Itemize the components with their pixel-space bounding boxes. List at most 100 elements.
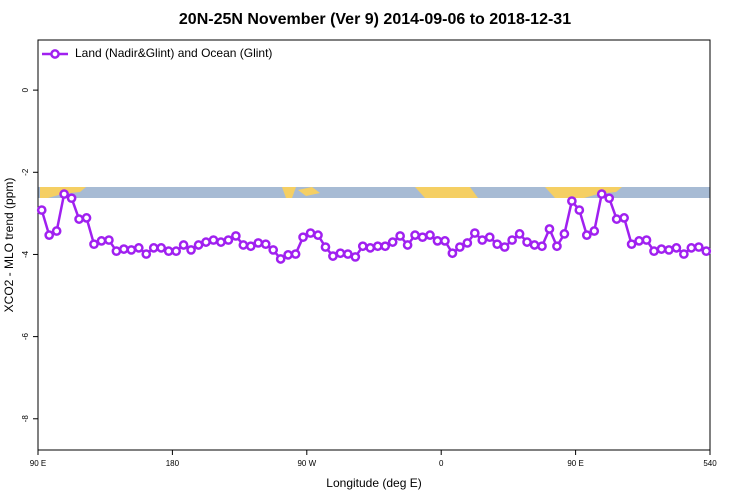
y-tick-label: -6 bbox=[21, 333, 30, 341]
data-point bbox=[499, 242, 510, 252]
y-tick-label: -2 bbox=[21, 168, 30, 176]
x-tick-label: 90 W bbox=[297, 459, 316, 468]
data-point bbox=[178, 240, 189, 250]
data-point bbox=[619, 213, 629, 223]
data-point bbox=[156, 243, 167, 253]
data-point bbox=[671, 243, 682, 253]
data-point bbox=[208, 235, 219, 245]
data-point bbox=[649, 246, 659, 257]
data-point bbox=[245, 241, 256, 252]
data-point bbox=[425, 230, 435, 240]
data-point bbox=[372, 241, 383, 252]
data-point bbox=[216, 237, 226, 247]
data-point bbox=[529, 240, 540, 250]
data-point bbox=[574, 205, 585, 215]
data-point bbox=[96, 236, 107, 246]
data-point bbox=[559, 229, 570, 239]
data-point bbox=[320, 242, 331, 252]
data-point bbox=[51, 226, 62, 236]
data-point bbox=[462, 238, 473, 248]
plot-frame bbox=[37, 39, 711, 451]
data-point bbox=[380, 241, 391, 252]
data-point bbox=[328, 251, 338, 261]
data-point bbox=[89, 239, 99, 250]
data-point bbox=[335, 248, 346, 259]
x-tick-label: 0 bbox=[439, 459, 444, 468]
data-point bbox=[701, 246, 712, 257]
map-strip bbox=[38, 187, 710, 198]
data-point bbox=[440, 236, 450, 246]
data-point bbox=[201, 237, 211, 247]
data-point bbox=[171, 246, 181, 257]
data-point bbox=[552, 241, 562, 252]
data-point bbox=[417, 232, 428, 243]
data-point bbox=[507, 235, 517, 245]
y-tick-label: -8 bbox=[21, 415, 30, 423]
data-point bbox=[567, 196, 577, 206]
legend-label: Land (Nadir&Glint) and Ocean (Glint) bbox=[75, 46, 272, 60]
legend-marker bbox=[50, 49, 60, 59]
x-tick-label: 540 bbox=[703, 459, 717, 468]
data-point bbox=[679, 249, 689, 259]
data-point bbox=[604, 193, 615, 204]
data-point bbox=[626, 239, 637, 250]
data-point bbox=[141, 249, 152, 259]
data-point bbox=[283, 250, 293, 260]
data-point bbox=[611, 214, 622, 224]
data-point bbox=[514, 229, 525, 239]
data-point bbox=[59, 189, 69, 199]
x-axis-label: Longitude (deg E) bbox=[326, 476, 421, 490]
y-tick-label: 0 bbox=[21, 87, 30, 92]
data-point bbox=[193, 240, 204, 250]
data-point bbox=[81, 213, 92, 223]
data-point bbox=[66, 193, 77, 204]
data-point bbox=[537, 241, 547, 252]
data-point bbox=[693, 242, 704, 252]
data-point bbox=[290, 249, 301, 259]
data-point bbox=[104, 235, 114, 245]
data-point bbox=[119, 244, 129, 254]
data-point bbox=[544, 224, 555, 234]
data-point bbox=[44, 230, 55, 240]
data-point bbox=[313, 230, 323, 240]
data-point bbox=[641, 235, 652, 245]
data-point bbox=[387, 237, 398, 247]
data-point bbox=[223, 235, 234, 245]
data-point bbox=[268, 245, 279, 255]
data-point bbox=[231, 231, 241, 241]
data-point bbox=[656, 244, 667, 254]
data-point bbox=[589, 226, 600, 236]
data-point bbox=[395, 231, 405, 241]
data-point bbox=[492, 239, 503, 250]
data-point bbox=[402, 240, 413, 250]
data-point bbox=[350, 252, 361, 262]
data-point bbox=[298, 232, 308, 243]
data-point bbox=[253, 238, 264, 248]
data-point bbox=[469, 228, 480, 238]
data-point bbox=[36, 205, 47, 215]
data-point bbox=[410, 230, 420, 240]
data-point bbox=[581, 230, 592, 240]
data-point bbox=[634, 236, 644, 246]
x-tick-label: 180 bbox=[166, 459, 180, 468]
data-point bbox=[111, 246, 122, 257]
data-point bbox=[343, 249, 353, 259]
data-point bbox=[74, 214, 84, 224]
data-point bbox=[596, 189, 607, 199]
data-point bbox=[455, 242, 465, 252]
data-point bbox=[260, 239, 271, 250]
data-point bbox=[686, 243, 697, 253]
data-point bbox=[305, 228, 316, 238]
chart-title: 20N-25N November (Ver 9) 2014-09-06 to 2… bbox=[179, 11, 571, 28]
data-point bbox=[133, 243, 144, 253]
data-point bbox=[522, 237, 532, 247]
data-point bbox=[484, 232, 495, 243]
y-tick-label: -4 bbox=[21, 250, 30, 258]
x-tick-label: 90 E bbox=[30, 459, 46, 468]
data-point bbox=[238, 240, 249, 250]
data-point bbox=[275, 254, 286, 264]
data-point bbox=[432, 236, 443, 246]
x-tick-label: 90 E bbox=[567, 459, 583, 468]
data-point bbox=[126, 245, 137, 255]
